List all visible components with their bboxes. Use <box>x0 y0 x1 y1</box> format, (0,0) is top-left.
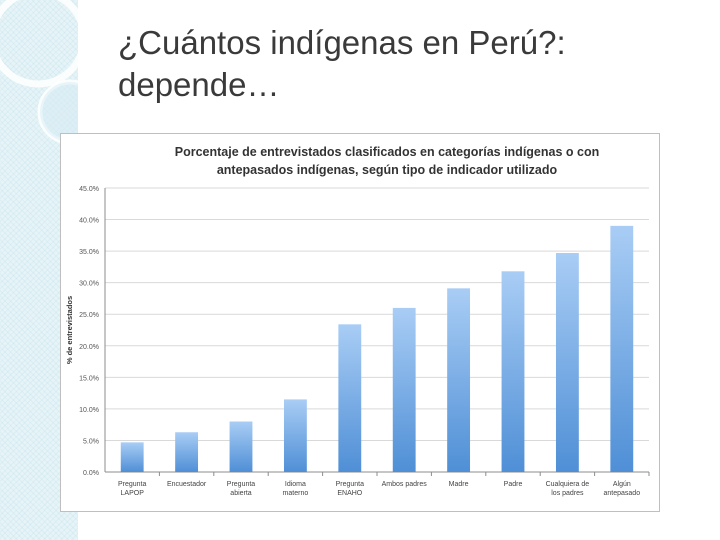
bar <box>338 324 362 472</box>
x-tick-label: Encuestador <box>167 481 207 488</box>
x-tick-label: Ambos padres <box>382 481 428 488</box>
x-tick-label: LAPOP <box>121 490 145 497</box>
y-tick-label: 45.0% <box>79 186 99 193</box>
x-tick-label: ENAHO <box>337 490 362 497</box>
y-tick-label: 15.0% <box>79 375 99 382</box>
y-tick-label: 20.0% <box>79 344 99 351</box>
x-tick-label: Pregunta <box>118 481 147 488</box>
x-tick-label: Madre <box>449 481 469 488</box>
x-tick-label: Cualquiera de <box>546 481 590 488</box>
y-axis-label: % de entrevistados <box>65 296 74 364</box>
y-tick-label: 25.0% <box>79 312 99 319</box>
y-tick-label: 40.0% <box>79 218 99 225</box>
bar-chart: Porcentaje de entrevistados clasificados… <box>65 145 650 497</box>
x-tick-label: abierta <box>230 490 252 497</box>
y-tick-label: 35.0% <box>79 249 99 256</box>
chart-title-line: antepasados indígenas, según tipo de ind… <box>217 163 558 177</box>
x-tick-label: Idioma <box>285 481 306 488</box>
bar <box>610 225 634 472</box>
y-tick-label: 30.0% <box>79 281 99 288</box>
bar <box>392 307 416 472</box>
x-tick-label: antepasado <box>604 490 641 497</box>
bar <box>229 421 253 472</box>
y-tick-label: 0.0% <box>83 470 99 477</box>
bar <box>501 271 525 472</box>
y-tick-label: 5.0% <box>83 438 99 445</box>
bar <box>120 442 144 472</box>
x-tick-label: los padres <box>551 490 584 497</box>
slide-title: ¿Cuántos indígenas en Perú?: depende… <box>118 24 566 103</box>
bar <box>283 399 307 472</box>
bar <box>175 432 199 472</box>
chart-frame: Porcentaje de entrevistados clasificados… <box>60 133 660 512</box>
x-tick-label: Pregunta <box>336 481 365 488</box>
bar <box>447 288 471 472</box>
x-tick-label: Pregunta <box>227 481 256 488</box>
x-tick-label: Padre <box>504 481 523 488</box>
bar <box>555 253 579 472</box>
x-tick-label: Algún <box>613 481 631 488</box>
chart-title-line: Porcentaje de entrevistados clasificados… <box>175 145 599 159</box>
y-tick-label: 10.0% <box>79 407 99 414</box>
x-tick-label: materno <box>283 490 309 497</box>
